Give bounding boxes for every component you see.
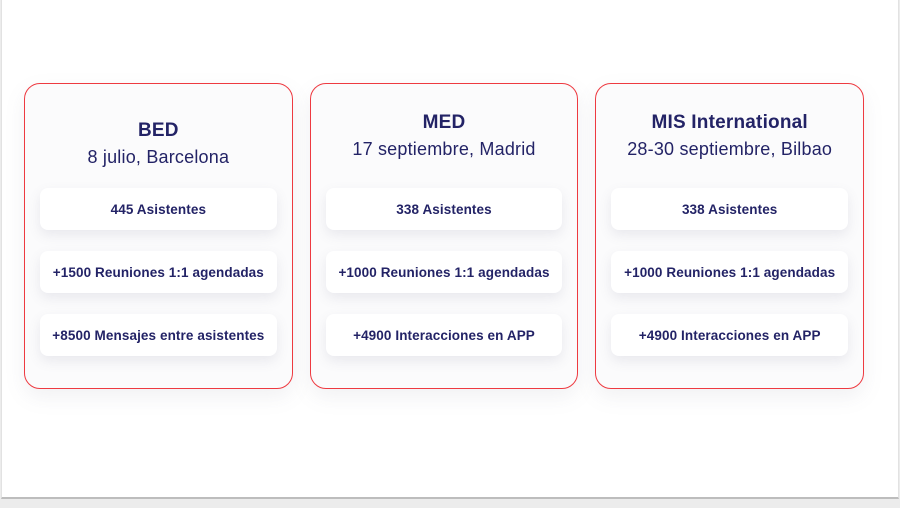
event-card-mis-international: MIS International 28-30 septiembre, Bilb… xyxy=(595,83,865,389)
event-card-bed: BED 8 julio, Barcelona 445 Asistentes +1… xyxy=(24,83,293,389)
event-card-header: BED 8 julio, Barcelona xyxy=(40,118,277,170)
event-date: 28-30 septiembre, Bilbao xyxy=(627,139,833,159)
event-title: MIS International xyxy=(651,112,808,133)
stat-pill-attendees: 445 Asistentes xyxy=(40,188,277,230)
event-cards-row: BED 8 julio, Barcelona 445 Asistentes +1… xyxy=(24,83,865,389)
stat-pill-meetings: +1000 Reuniones 1:1 agendadas xyxy=(611,251,849,293)
event-card-med: MED 17 septiembre, Madrid 338 Asistentes… xyxy=(309,83,579,389)
stat-pill-attendees: 338 Asistentes xyxy=(611,188,849,230)
stat-pill-app-interactions: +4900 Interacciones en APP xyxy=(611,314,849,356)
event-card-header: MED 17 septiembre, Madrid xyxy=(326,110,563,162)
event-stats-list: 338 Asistentes +1000 Reuniones 1:1 agend… xyxy=(611,188,849,356)
event-stats-list: 445 Asistentes +1500 Reuniones 1:1 agend… xyxy=(40,188,277,356)
event-card-header: MIS International 28-30 septiembre, Bilb… xyxy=(611,110,848,162)
event-date: 17 septiembre, Madrid xyxy=(352,139,536,159)
event-stats-list: 338 Asistentes +1000 Reuniones 1:1 agend… xyxy=(325,188,563,356)
stat-pill-messages: +8500 Mensajes entre asistentes xyxy=(40,314,277,356)
event-date: 8 julio, Barcelona xyxy=(87,147,230,167)
stat-pill-app-interactions: +4900 Interacciones en APP xyxy=(325,314,563,356)
stat-pill-meetings: +1500 Reuniones 1:1 agendadas xyxy=(40,251,277,293)
event-title: BED xyxy=(137,120,179,141)
stat-pill-attendees: 338 Asistentes xyxy=(325,188,563,230)
event-title: MED xyxy=(422,112,466,133)
stat-pill-meetings: +1000 Reuniones 1:1 agendadas xyxy=(325,251,563,293)
